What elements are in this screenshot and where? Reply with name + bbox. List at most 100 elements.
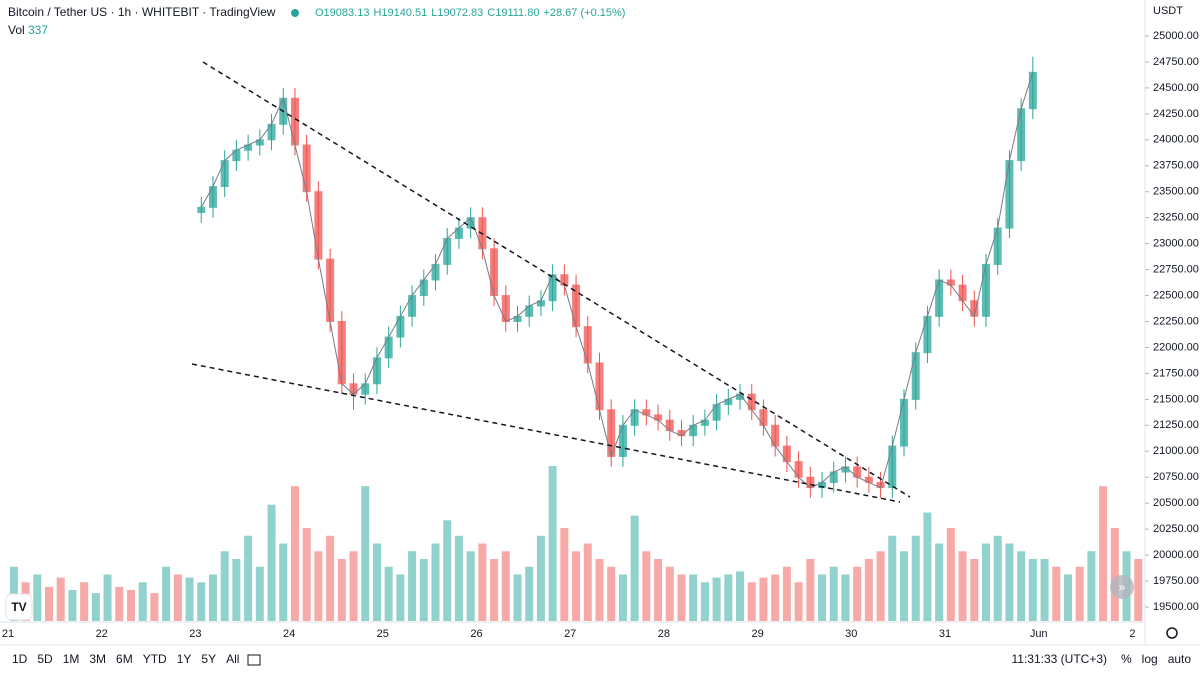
- candle-body: [326, 258, 335, 322]
- ohlc-value: H19140.51: [373, 7, 427, 19]
- currency-label[interactable]: USDT: [1153, 5, 1183, 17]
- ohlc-value: L19072.83: [431, 7, 483, 19]
- volume-bar: [431, 543, 440, 621]
- volume-bar: [782, 566, 791, 621]
- volume-bar: [138, 582, 147, 621]
- volume-bar: [279, 543, 288, 621]
- volume-bar: [150, 593, 159, 621]
- volume-bar: [1040, 559, 1049, 621]
- timeframe-button[interactable]: 5Y: [201, 652, 216, 666]
- volume-bar: [654, 559, 663, 621]
- timeframe-button[interactable]: 6M: [116, 652, 133, 666]
- scroll-right-button[interactable]: »: [1110, 575, 1134, 599]
- volume-bar: [536, 535, 545, 621]
- volume-bar: [958, 551, 967, 621]
- ohlc-value: +28.67 (+0.15%): [543, 7, 625, 19]
- volume-bar: [747, 582, 756, 621]
- scale-option[interactable]: %: [1121, 652, 1132, 666]
- candle-body: [431, 263, 440, 281]
- volume-bar: [630, 515, 639, 621]
- volume-bar: [548, 466, 557, 621]
- volume-bar: [372, 543, 381, 621]
- y-tick-label: 25000.00: [1153, 30, 1199, 42]
- volume-bar: [314, 551, 323, 621]
- candle-body: [548, 274, 557, 302]
- x-tick-label: Jun: [1030, 628, 1048, 640]
- y-tick-label: 19500.00: [1153, 601, 1199, 613]
- volume-bar: [700, 582, 709, 621]
- timeframe-button[interactable]: 1M: [63, 652, 80, 666]
- volume-bar: [349, 551, 358, 621]
- volume-bar: [1052, 566, 1061, 621]
- volume-bar: [665, 566, 674, 621]
- volume-last: 337: [28, 23, 48, 37]
- volume-bar: [1028, 559, 1037, 621]
- volume-bar: [56, 577, 65, 621]
- y-tick-label: 24250.00: [1153, 108, 1199, 120]
- candle-body: [712, 404, 721, 421]
- volume-bar: [443, 520, 452, 621]
- timeframe-button[interactable]: 1Y: [177, 652, 192, 666]
- volume-bar: [361, 486, 370, 621]
- y-tick-label: 20500.00: [1153, 497, 1199, 509]
- date-range-icon[interactable]: [247, 654, 261, 666]
- y-tick-label: 20250.00: [1153, 523, 1199, 535]
- price-axis: 19500.00 19750.00 20000.00 20250.00 20500.00…: [2, 30, 1199, 640]
- svg-text:TV: TV: [11, 600, 26, 614]
- volume-bar: [68, 590, 77, 621]
- x-tick-label: 31: [939, 628, 951, 640]
- y-tick-label: 22000.00: [1153, 341, 1199, 353]
- candle-body: [1017, 108, 1026, 162]
- candle-body: [794, 461, 803, 478]
- x-tick-label: 2: [1129, 628, 1135, 640]
- timeframe-button[interactable]: All: [226, 652, 239, 666]
- volume-bar: [572, 551, 581, 621]
- volume-bar: [911, 535, 920, 621]
- volume-bar: [208, 574, 217, 621]
- y-tick-label: 21250.00: [1153, 419, 1199, 431]
- y-tick-label: 21500.00: [1153, 393, 1199, 405]
- volume-bar: [1087, 551, 1096, 621]
- volume-bar: [736, 571, 745, 621]
- volume-bar: [513, 574, 522, 621]
- volume-bar: [197, 582, 206, 621]
- y-tick-label: 24750.00: [1153, 56, 1199, 68]
- x-tick-label: 21: [2, 628, 14, 640]
- timeframe-button[interactable]: YTD: [143, 652, 167, 666]
- volume-bar: [1110, 528, 1119, 621]
- volume-bar: [478, 543, 487, 621]
- volume-bar: [396, 574, 405, 621]
- timeframe-button[interactable]: 3M: [89, 652, 106, 666]
- volume-bar: [454, 535, 463, 621]
- scale-option[interactable]: auto: [1168, 652, 1192, 666]
- candle-body: [337, 321, 346, 385]
- x-tick-label: 25: [377, 628, 389, 640]
- y-tick-label: 19750.00: [1153, 575, 1199, 587]
- y-tick-label: 20750.00: [1153, 471, 1199, 483]
- tv-logo[interactable]: TV: [5, 593, 33, 621]
- volume-bar: [618, 574, 627, 621]
- volume-bar: [80, 582, 89, 621]
- volume-bar: [888, 535, 897, 621]
- timeframe-button[interactable]: 5D: [37, 652, 53, 666]
- volume-bar: [935, 543, 944, 621]
- clock[interactable]: 11:31:33 (UTC+3): [1012, 652, 1108, 666]
- x-tick-label: 26: [470, 628, 482, 640]
- candle-body: [1005, 160, 1014, 229]
- candle-body: [443, 237, 452, 265]
- symbol-title: Bitcoin / Tether US · 1h · WHITEBIT · Tr…: [8, 5, 276, 19]
- candle-body: [630, 409, 639, 426]
- x-tick-label: 22: [96, 628, 108, 640]
- volume-bar: [419, 559, 428, 621]
- scale-option[interactable]: log: [1142, 652, 1158, 666]
- bottom-toolbar: 1D 5D 1M 3M 6M YTD 1Y 5Y All 11:31:33 (UTC+3)% log…: [12, 652, 1191, 666]
- settings-gear[interactable]: [1166, 627, 1178, 639]
- volume-bar: [1005, 543, 1014, 621]
- timeframe-button[interactable]: 1D: [12, 652, 28, 666]
- x-tick-label: 29: [751, 628, 763, 640]
- x-tick-label: 23: [189, 628, 201, 640]
- volume-bar: [876, 551, 885, 621]
- volume-bar: [818, 574, 827, 621]
- volume-bar: [560, 528, 569, 621]
- ohlc-value: C19111.80: [487, 7, 539, 19]
